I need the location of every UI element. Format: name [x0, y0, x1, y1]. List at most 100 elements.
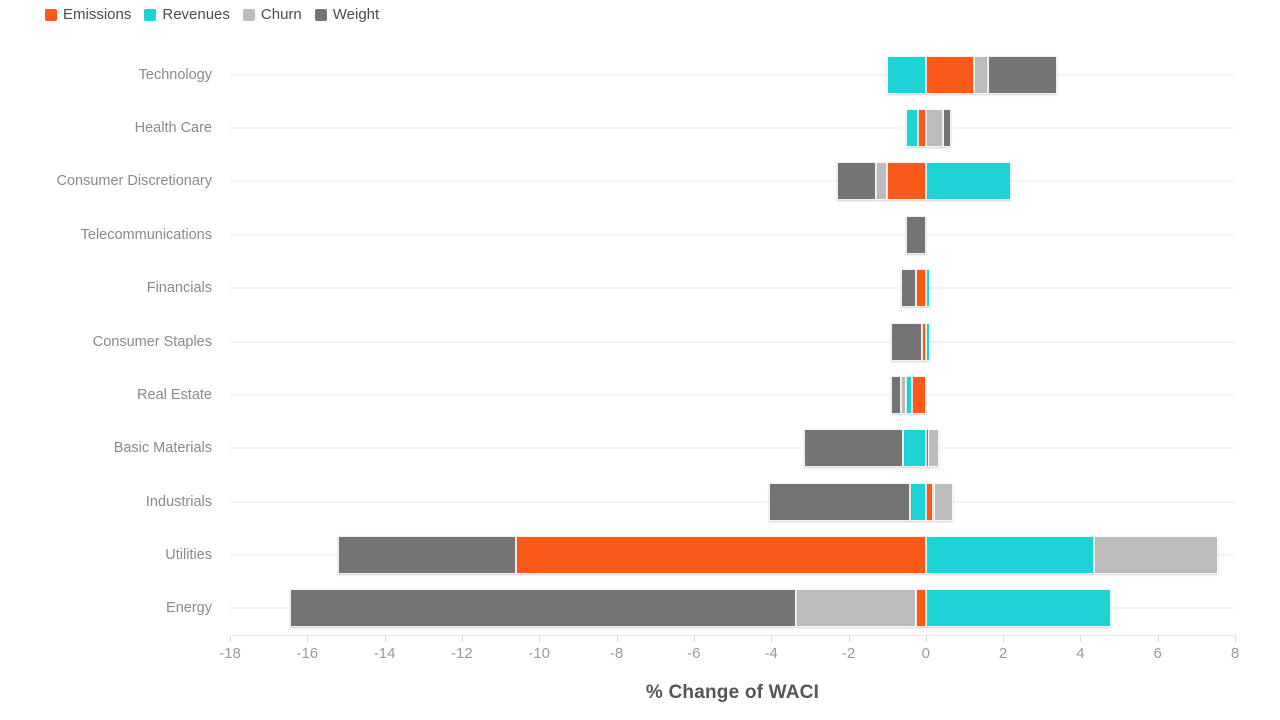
x-tick-mark-2	[1003, 636, 1005, 642]
legend-item-revenues[interactable]: Revenues	[144, 6, 230, 23]
x-tick-label-6: 6	[1153, 645, 1162, 662]
x-tick-label-2: 2	[998, 645, 1008, 662]
x-tick-mark-18	[230, 636, 231, 642]
gridline-technology	[230, 73, 1235, 76]
legend-item-churn[interactable]: Churn	[242, 6, 302, 23]
gridline-basic-materials	[230, 447, 1235, 450]
bar-energy-emissions[interactable]	[916, 589, 926, 628]
gridline-consumer-staples	[230, 340, 1235, 343]
bar-energy-revenues[interactable]	[925, 589, 1112, 628]
x-tick-label-12: -12	[451, 645, 473, 662]
x-tick-mark-0	[925, 636, 927, 642]
x-tick-label-8: 8	[1230, 645, 1240, 662]
bar-consumer-staples-emissions[interactable]	[921, 322, 926, 361]
x-tick-label-6: -6	[687, 645, 701, 662]
bar-health-care-emissions[interactable]	[918, 109, 926, 147]
bar-energy-weight[interactable]	[289, 589, 797, 628]
x-tick-label-14: -14	[373, 645, 396, 662]
bar-real-estate-emissions[interactable]	[912, 375, 926, 414]
bar-real-estate-weight[interactable]	[891, 375, 901, 414]
bar-industrials-weight[interactable]	[769, 482, 911, 521]
bar-health-care-revenues[interactable]	[906, 109, 918, 147]
bar-consumer-staples-weight[interactable]	[891, 322, 922, 361]
bar-consumer-staples-revenues[interactable]	[925, 322, 930, 361]
bar-technology-revenues[interactable]	[887, 55, 926, 94]
category-label-real-estate: Real Estate	[137, 386, 212, 403]
bar-health-care-churn[interactable]	[925, 109, 944, 147]
x-tick-mark-6	[1157, 636, 1159, 642]
x-tick-label-8: -8	[609, 645, 624, 662]
bar-consumer-discretionary-churn[interactable]	[875, 162, 888, 201]
bar-energy-churn[interactable]	[796, 589, 917, 628]
bar-real-estate-churn[interactable]	[900, 375, 907, 414]
bar-basic-materials-churn[interactable]	[927, 429, 940, 468]
plot-area	[230, 48, 1235, 635]
x-tick-label-18: -18	[219, 645, 241, 662]
legend-label-emissions: Emissions	[63, 6, 132, 23]
chart-legend: Emissions Revenues Churn Weight	[45, 6, 379, 23]
bar-financials-weight[interactable]	[900, 269, 917, 308]
bar-industrials-churn[interactable]	[933, 482, 953, 521]
legend-label-revenues: Revenues	[162, 6, 230, 23]
legend-item-weight[interactable]: Weight	[314, 6, 379, 23]
bar-technology-churn[interactable]	[974, 55, 988, 94]
bar-utilities-emissions[interactable]	[516, 536, 926, 574]
category-label-utilities: Utilities	[165, 546, 212, 563]
category-label-consumer-staples: Consumer Staples	[92, 333, 212, 350]
bar-technology-weight[interactable]	[987, 55, 1058, 94]
category-label-technology: Technology	[138, 66, 212, 83]
gridline-consumer-discretionary	[230, 180, 1235, 183]
category-label-health-care: Health Care	[134, 120, 212, 137]
gridline-telecommunications	[230, 233, 1235, 236]
bar-industrials-revenues[interactable]	[910, 482, 926, 521]
x-tick-mark-6	[693, 636, 695, 642]
x-tick-mark-14	[384, 636, 386, 642]
bar-utilities-weight[interactable]	[338, 536, 516, 574]
category-label-basic-materials: Basic Materials	[113, 440, 212, 457]
x-tick-label-10: -10	[528, 645, 551, 662]
gridline-health-care	[230, 127, 1235, 130]
category-label-financials: Financials	[146, 280, 212, 297]
bar-consumer-discretionary-weight[interactable]	[836, 162, 876, 201]
bar-basic-materials-revenues[interactable]	[902, 429, 926, 468]
gridline-industrials	[230, 500, 1235, 503]
x-axis-title: % Change of WACI	[645, 682, 820, 703]
bar-technology-emissions[interactable]	[925, 55, 975, 94]
x-tick-mark-12	[461, 636, 463, 642]
x-tick-label-16: -16	[296, 645, 319, 662]
x-tick-label-4: 4	[1076, 645, 1085, 662]
x-tick-mark-8	[1235, 636, 1236, 642]
bar-consumer-discretionary-revenues[interactable]	[925, 162, 1011, 201]
category-label-consumer-discretionary: Consumer Discretionary	[56, 173, 212, 190]
bar-financials-emissions[interactable]	[916, 269, 926, 308]
legend-swatch-churn-icon	[242, 8, 255, 21]
x-tick-mark-10	[539, 636, 541, 642]
x-tick-label-4: -4	[764, 645, 778, 662]
legend-swatch-weight-icon	[314, 8, 327, 21]
category-label-energy: Energy	[166, 600, 212, 617]
bar-basic-materials-weight[interactable]	[804, 429, 903, 468]
x-tick-mark-16	[307, 636, 309, 642]
x-tick-label-2: -2	[841, 645, 856, 662]
x-tick-mark-4	[1080, 636, 1082, 642]
x-tick-label-0: 0	[921, 645, 930, 662]
legend-item-emissions[interactable]: Emissions	[45, 6, 131, 23]
bar-real-estate-revenues[interactable]	[906, 375, 913, 414]
category-axis: Technology Health Care Consumer Discretion…	[0, 48, 222, 635]
gridline-financials	[230, 287, 1235, 290]
gridline-real-estate	[230, 393, 1235, 396]
bar-financials-revenues[interactable]	[925, 269, 930, 308]
bar-utilities-churn[interactable]	[1093, 536, 1218, 574]
bar-industrials-emissions[interactable]	[925, 482, 934, 521]
x-axis: -18 -16 -14 -12 -10 -8 -6 -4 -2 0 2 4 6 8	[219, 635, 1239, 668]
bar-telecommunications-weight[interactable]	[906, 215, 926, 254]
category-label-telecommunications: Telecommunications	[80, 226, 212, 243]
legend-swatch-emissions-icon	[45, 8, 57, 21]
x-tick-mark-8	[616, 636, 618, 642]
bar-utilities-revenues[interactable]	[925, 536, 1094, 574]
legend-label-churn: Churn	[260, 6, 302, 23]
bar-consumer-discretionary-emissions[interactable]	[887, 162, 926, 201]
bar-health-care-weight[interactable]	[943, 109, 951, 147]
legend-swatch-revenues-icon	[144, 8, 157, 21]
